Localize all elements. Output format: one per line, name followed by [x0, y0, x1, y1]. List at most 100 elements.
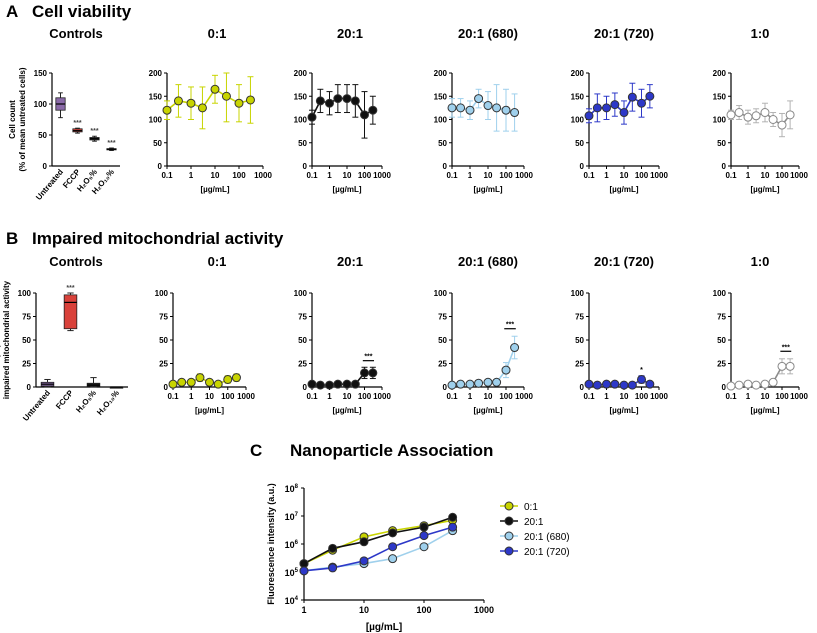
significance-label: *** [782, 344, 790, 351]
box-fccp [63, 294, 78, 330]
data-point [456, 103, 466, 113]
x-tick-label: 100 [499, 392, 513, 401]
x-tick-label: 100 [221, 392, 235, 401]
data-point [619, 380, 629, 390]
data-point [751, 380, 761, 390]
y-tick-exponent: 8 [295, 484, 299, 490]
data-point [221, 91, 231, 101]
x-tick-label: 0.1 [583, 171, 595, 180]
y-tick-label: 107 [285, 512, 299, 522]
col-title-0-1-b: 0:1 [208, 254, 227, 269]
data-point [645, 91, 655, 101]
x-axis-label: [µg/mL] [473, 185, 502, 194]
data-point [777, 361, 787, 371]
data-point [350, 96, 360, 106]
data-point [785, 361, 795, 371]
data-point [168, 379, 178, 389]
x-axis-label: [µg/mL] [200, 185, 229, 194]
y-tick-label: 200 [713, 69, 727, 78]
x-axis-label: [µg/mL] [609, 406, 638, 415]
x-tick-label: 10 [343, 171, 352, 180]
legend-label-20-1-680: 20:1 (680) [524, 532, 570, 543]
x-tick-label: 100 [358, 392, 372, 401]
y-axis-label-line: Cell count [8, 100, 17, 139]
data-point [592, 380, 602, 390]
data-point [760, 379, 770, 389]
x-tick-label: 1 [327, 171, 332, 180]
y-tick-label: 25 [717, 360, 726, 369]
legend-label-20-1: 20:1 [524, 517, 544, 528]
x-tick-label: 1 [189, 392, 194, 401]
y-tick-label: 50 [717, 336, 726, 345]
col-title-1-0-b: 1:0 [751, 254, 770, 269]
data-point [474, 94, 484, 104]
data-point [162, 105, 172, 115]
data-point [307, 112, 317, 122]
y-axis-label-line: (% of mean untreated cells) [18, 67, 27, 171]
data-point [492, 103, 502, 113]
data-point [474, 378, 484, 388]
x-tick-label: 1000 [790, 392, 808, 401]
data-point [195, 373, 205, 383]
data-point [223, 374, 233, 384]
data-point-20-1-680 [388, 554, 398, 564]
data-point [726, 110, 736, 120]
data-point [760, 108, 770, 118]
y-tick-label: 50 [575, 336, 584, 345]
y-tick-label: 100 [713, 289, 727, 298]
y-tick-label: 0 [164, 383, 169, 392]
y-tick-label: 100 [434, 116, 448, 125]
data-point [768, 377, 778, 387]
y-tick-label: 0 [580, 383, 585, 392]
y-tick-label: 100 [294, 116, 308, 125]
col-title-controls-a: Controls [49, 26, 102, 41]
data-point [325, 380, 334, 390]
y-tick-base: 10 [285, 568, 295, 578]
data-point [360, 110, 369, 120]
data-point [743, 379, 753, 389]
x-tick-label: 100 [416, 605, 431, 615]
x-axis-label: [µg/mL] [750, 185, 779, 194]
x-tick-label: 10 [343, 392, 352, 401]
x-axis-label: [µg/mL] [750, 406, 779, 415]
x-axis-label: [µg/mL] [332, 406, 361, 415]
x-tick-label: 1000 [650, 392, 668, 401]
col-title-20-1-720-b: 20:1 (720) [594, 254, 654, 269]
data-point [602, 103, 611, 113]
y-tick-base: 10 [285, 484, 295, 494]
y-tick-label: 200 [294, 69, 308, 78]
data-point-20-1-720 [419, 531, 429, 541]
y-tick-label: 100 [155, 289, 169, 298]
significance-label: * [640, 367, 643, 374]
y-tick-label: 0 [443, 162, 448, 171]
y-tick-label: 25 [22, 360, 31, 369]
y-tick-label: 75 [717, 313, 726, 322]
x-tick-label: 1000 [515, 171, 533, 180]
x-tick-label: 1000 [373, 392, 391, 401]
data-point [645, 379, 655, 389]
x-tick-label: 10 [761, 392, 770, 401]
y-axis-label: Cell count(% of mean untreated cells) [8, 67, 27, 171]
x-tick-label: 1 [604, 171, 609, 180]
y-tick-label: 100 [713, 116, 727, 125]
y-tick-label: 0 [722, 383, 727, 392]
y-tick-label: 150 [149, 92, 163, 101]
data-point [483, 377, 493, 387]
x-tick-label: 100 [775, 392, 789, 401]
data-point [234, 98, 244, 108]
y-tick-label: 0 [303, 383, 308, 392]
data-point [602, 379, 611, 389]
y-tick-label: 0 [722, 162, 727, 171]
significance-label: *** [107, 140, 115, 147]
data-point [197, 103, 207, 113]
data-point [177, 377, 187, 387]
data-point [447, 380, 457, 390]
x-tick-label: 10 [620, 392, 629, 401]
data-point [627, 92, 637, 102]
data-point [342, 379, 352, 389]
y-tick-label: 105 [285, 568, 299, 578]
data-point [501, 105, 511, 115]
